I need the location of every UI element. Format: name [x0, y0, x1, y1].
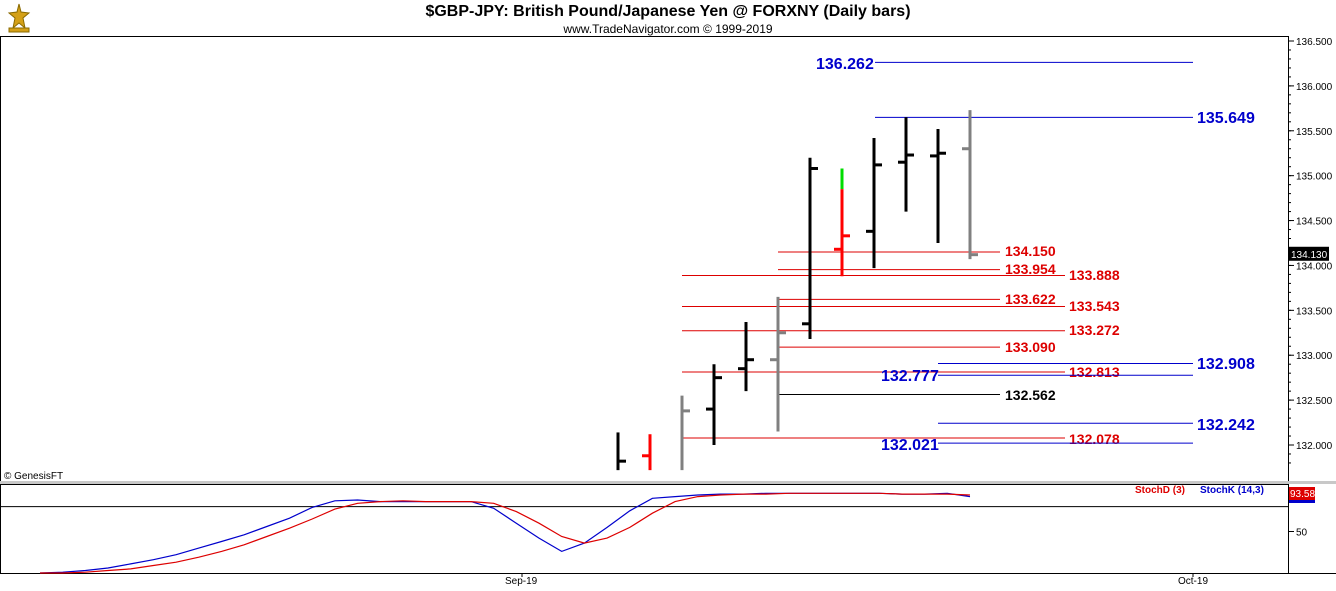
price-level-label: 132.562 [1005, 387, 1056, 403]
y-tick-label: 135.000 [1296, 172, 1333, 183]
price-level-label: 133.622 [1005, 291, 1056, 307]
y-tick-label: 133.500 [1296, 306, 1333, 317]
stoch-panel-frame [0, 484, 1289, 574]
price-level-label: 133.954 [1005, 261, 1056, 277]
trade-navigator-logo-icon [3, 2, 35, 39]
stoch-legend-k: StochK (14,3) [1200, 485, 1264, 496]
price-level-label: 132.078 [1069, 431, 1120, 447]
x-tick-label: Sep-19 [505, 576, 538, 587]
panel-divider [0, 481, 1336, 484]
y-tick-label: 135.500 [1296, 127, 1333, 138]
price-level-label: 133.272 [1069, 322, 1120, 338]
price-level-label: 135.649 [1197, 110, 1255, 127]
price-level-label: 133.543 [1069, 298, 1120, 314]
y-tick-label: 133.000 [1296, 351, 1333, 362]
price-level-label: 132.813 [1069, 364, 1120, 380]
y-tick-label: 132.500 [1296, 396, 1333, 407]
price-level-label: 132.908 [1197, 356, 1255, 373]
current-price-tag [1289, 246, 1329, 261]
y-tick-label: 132.000 [1296, 441, 1333, 452]
x-tick-label: Oct-19 [1178, 576, 1208, 587]
price-level-label: 133.888 [1069, 267, 1120, 283]
stoch-legend-d: StochD (3) [1135, 485, 1185, 496]
price-level-label: 136.262 [816, 56, 874, 73]
price-level-label: 133.090 [1005, 339, 1056, 355]
chart-title: $GBP-JPY: British Pound/Japanese Yen @ F… [425, 3, 911, 20]
stoch-value-tag-k [1289, 500, 1315, 503]
stoch-value-tag [1289, 487, 1315, 500]
stoch-y-tick-label: 50 [1296, 528, 1308, 539]
y-tick-label: 134.000 [1296, 261, 1333, 272]
y-tick-label: 134.500 [1296, 217, 1333, 228]
price-level-label: 134.150 [1005, 243, 1056, 259]
watermark-text: © GenesisFT [4, 471, 63, 482]
chart-subtitle: www.TradeNavigator.com © 1999-2019 [563, 22, 773, 36]
y-tick-label: 136.000 [1296, 82, 1333, 93]
price-level-label: 132.021 [881, 437, 939, 454]
chart-header: $GBP-JPY: British Pound/Japanese Yen @ F… [0, 0, 1336, 36]
stoch-value-label: 93.58 [1290, 489, 1315, 500]
price-level-label: 132.242 [1197, 417, 1255, 434]
stoch-line-d [40, 492, 971, 574]
current-price-label: 134.130 [1291, 250, 1328, 261]
price-level-label: 132.777 [881, 368, 939, 385]
price-panel-frame [0, 36, 1289, 482]
y-tick-label: 136.500 [1296, 37, 1333, 48]
